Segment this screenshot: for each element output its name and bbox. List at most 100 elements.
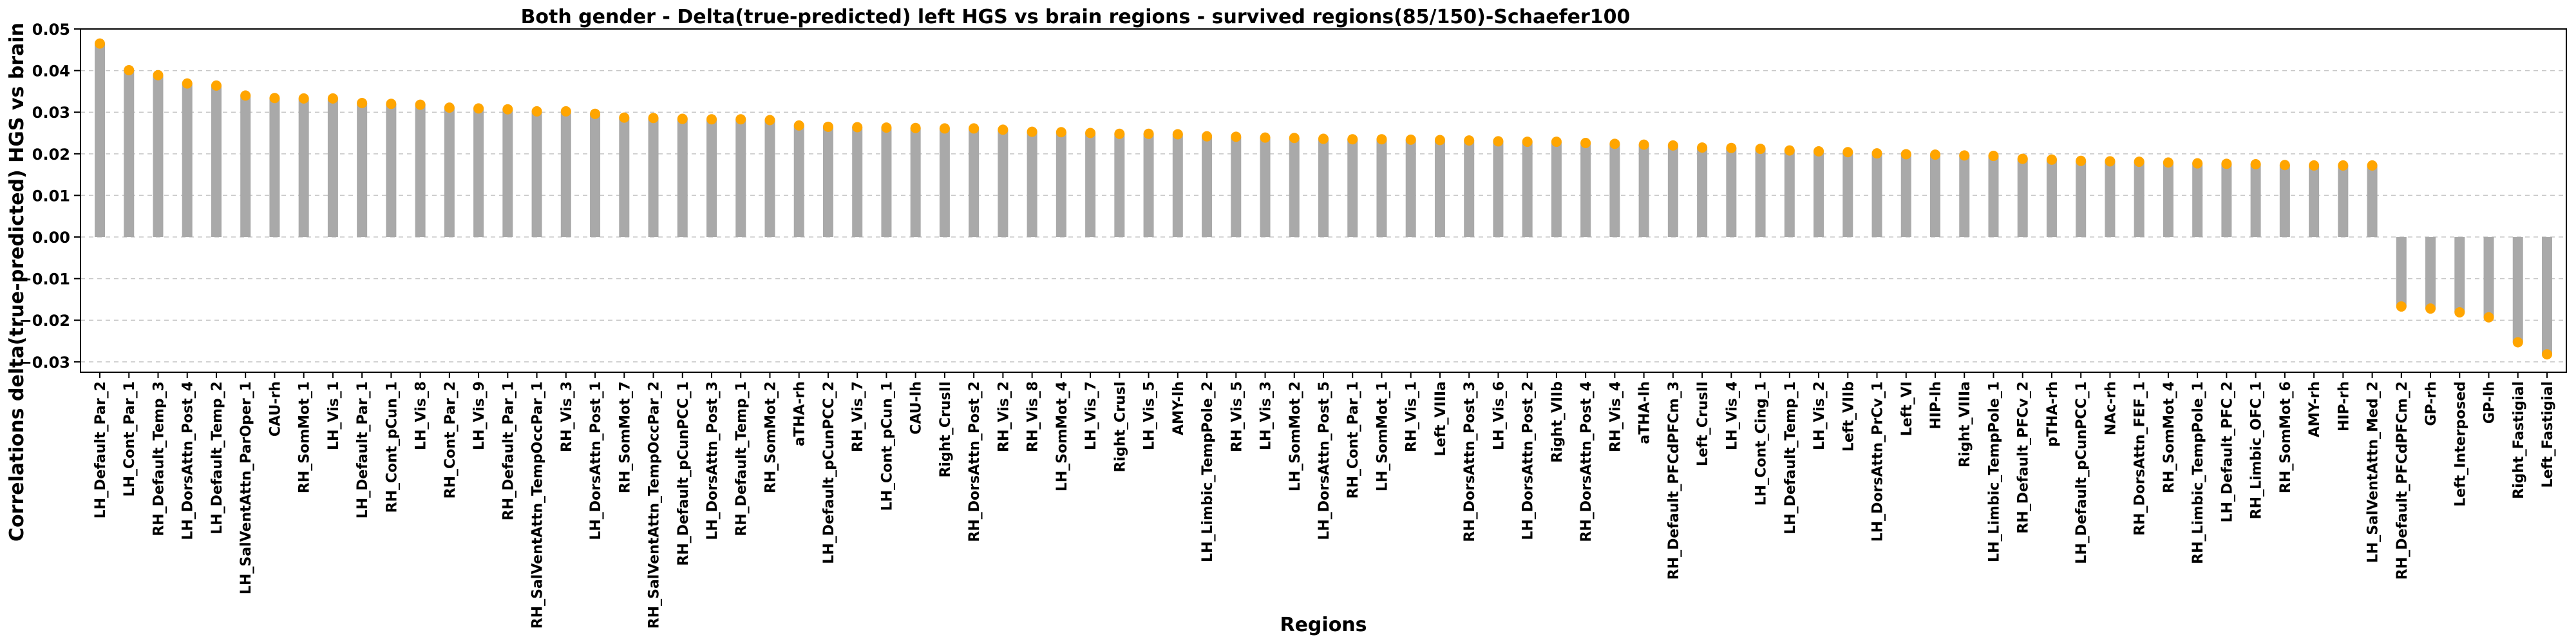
bar: [2309, 165, 2320, 238]
bar: [1900, 154, 1911, 238]
data-point: [2367, 160, 2378, 171]
bar: [1726, 147, 1737, 238]
bar: [1376, 139, 1387, 238]
data-point: [1871, 148, 1882, 159]
data-point: [2454, 307, 2465, 317]
bar: [182, 83, 193, 238]
data-point: [2076, 155, 2087, 166]
x-tick-label: RH_Cont_pCun_1: [384, 381, 400, 513]
bar: [677, 118, 688, 238]
bar: [852, 127, 863, 238]
bar: [1609, 144, 1620, 238]
data-point: [2483, 312, 2494, 323]
x-tick-label: LH_Vis_4: [1724, 381, 1740, 450]
data-point: [2134, 156, 2145, 167]
data-point: [1580, 138, 1591, 149]
bar: [1959, 155, 1970, 238]
data-point: [2046, 154, 2057, 165]
bar: [706, 119, 717, 238]
bar: [2367, 165, 2378, 238]
data-point: [822, 121, 833, 132]
data-point: [1493, 136, 1504, 147]
plot-frame: [80, 28, 2567, 373]
bar: [1784, 150, 1795, 238]
x-tick-label: LH_Vis_3: [1258, 381, 1274, 450]
data-point: [2279, 160, 2290, 171]
bar: [1871, 153, 1882, 238]
bar: [1638, 144, 1649, 238]
bar: [2046, 159, 2057, 238]
bar: [2483, 237, 2494, 317]
x-tick-label: RH_Default_pCunPCC_1: [676, 381, 692, 566]
bar: [998, 129, 1009, 238]
bar: [2221, 164, 2232, 238]
data-point: [1231, 131, 1242, 142]
x-tick-label: Right_VIIIa: [1957, 381, 1973, 468]
bar: [1056, 132, 1066, 238]
x-tick-label: Left_VIIb: [1841, 381, 1857, 451]
x-tick-label: RH_Vis_1: [1404, 381, 1420, 452]
x-tick-label: RH_SomMot_2: [762, 381, 779, 493]
data-point: [1930, 149, 1940, 160]
bar: [444, 108, 455, 238]
x-axis-label: Regions: [1280, 614, 1367, 636]
x-tick-label: GP-lh: [2482, 381, 2498, 424]
bar: [327, 98, 338, 238]
x-tick-label: aTHA-rh: [792, 381, 808, 446]
data-point: [269, 93, 280, 104]
data-point: [2221, 158, 2232, 169]
chart-title: Both gender - Delta(true-predicted) left…: [521, 6, 1631, 28]
x-tick-label: HIP-rh: [2336, 381, 2352, 431]
data-point: [1464, 135, 1475, 146]
bar: [357, 102, 368, 238]
data-point: [939, 123, 950, 134]
data-point: [182, 78, 193, 89]
x-tick-label: LH_Vis_7: [1083, 381, 1099, 450]
data-point: [1988, 151, 1999, 162]
bar: [2425, 237, 2436, 309]
x-tick-label: LH_Vis_5: [1142, 381, 1158, 450]
data-point: [531, 106, 542, 117]
bar: [1988, 156, 1999, 238]
data-point: [1114, 128, 1125, 139]
bar: [939, 128, 950, 238]
x-tick-label: LH_Cont_Cing_1: [1754, 381, 1770, 506]
x-tick-label: aTHA-lh: [1637, 381, 1653, 444]
data-point: [2396, 301, 2407, 312]
x-tick-label: LH_Vis_2: [1812, 381, 1828, 450]
data-point: [1842, 147, 1853, 158]
x-tick-label: RH_Default_PFCdPFCm_3: [1666, 381, 1682, 580]
data-point: [1551, 137, 1562, 147]
x-tick-label: RH_Vis_4: [1607, 381, 1624, 452]
bar: [269, 98, 280, 238]
y-tick-label: 0.00: [32, 229, 70, 247]
x-tick-label: RH_Limbic_OFC_1: [2249, 381, 2265, 519]
y-tick-label: 0.01: [32, 187, 70, 205]
x-tick-label: RH_SomMot_7: [617, 381, 633, 493]
bar: [1580, 143, 1591, 238]
data-point: [2192, 158, 2203, 169]
y-tick-label: 0.03: [32, 104, 70, 122]
data-point: [590, 108, 601, 119]
x-tick-label: CAU-rh: [267, 381, 283, 437]
x-tick-label: LH_Default_Par_1: [355, 381, 371, 518]
bar: [793, 125, 804, 238]
bar: [2017, 158, 2028, 238]
x-tick-label: LH_DorsAttn_Post_3: [705, 381, 721, 540]
bar: [1697, 147, 1708, 238]
data-point: [1814, 146, 1824, 156]
y-tick-label: −0.02: [19, 312, 70, 330]
data-point: [648, 113, 659, 124]
bar: [1755, 149, 1766, 238]
x-tick-label: RH_DorsAttn_FEF_1: [2132, 381, 2148, 536]
data-point: [327, 93, 338, 104]
x-tick-label: LH_Default_Temp_1: [1783, 381, 1799, 535]
x-tick-label: Left_CrusII: [1695, 381, 1711, 466]
data-point: [386, 99, 397, 109]
data-point: [881, 122, 892, 133]
data-point: [2163, 157, 2174, 168]
bar: [1493, 141, 1504, 238]
data-point: [1638, 139, 1649, 150]
data-point: [298, 93, 309, 104]
data-point: [153, 70, 164, 80]
